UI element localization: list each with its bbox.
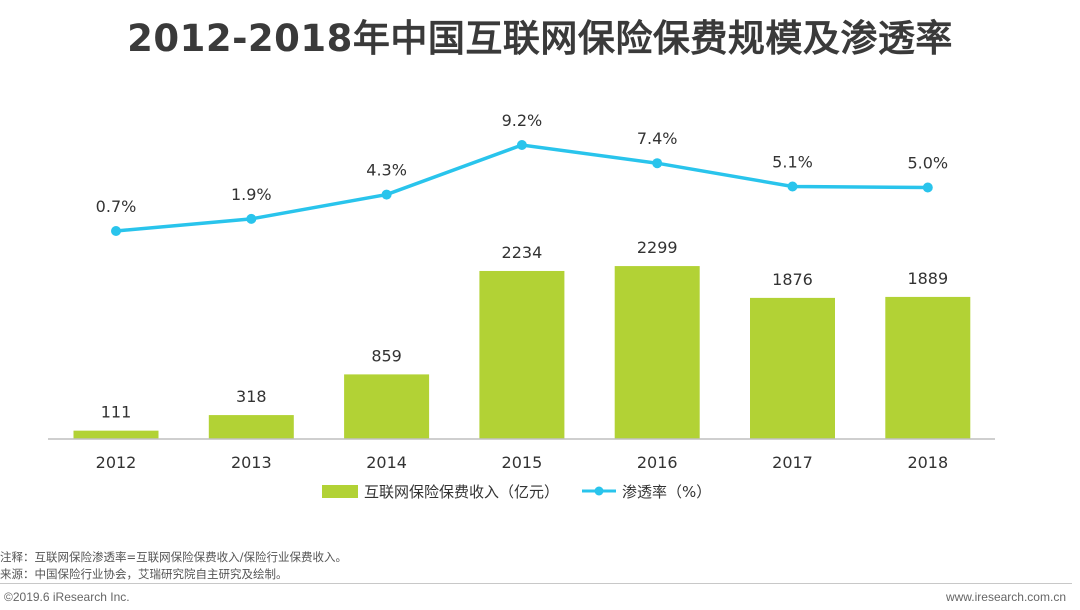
copyright-text: ©2019.6 iResearch Inc. [4, 590, 130, 604]
chart-note: 注释：互联网保险渗透率=互联网保险保费收入/保险行业保费收入。 [0, 550, 348, 564]
rate-value-label-2015: 9.2% [502, 111, 543, 130]
bar-value-label-2016: 2299 [637, 238, 678, 257]
bar-value-labels: 111 318 859 2234 2299 1876 1889 [101, 238, 948, 422]
rate-point-2018 [922, 182, 933, 193]
rate-value-label-2017: 5.1% [772, 152, 813, 171]
rate-point-2012 [111, 226, 121, 236]
x-tick-2013: 2013 [231, 453, 272, 472]
bar-value-label-2014: 859 [371, 346, 402, 365]
combo-chart: 2012 2013 2014 2015 2016 2017 2018 111 318 859 22… [48, 111, 995, 501]
bar-value-label-2015: 2234 [502, 243, 543, 262]
x-tick-2016: 2016 [637, 453, 678, 472]
rate-value-label-2014: 4.3% [366, 161, 407, 180]
rate-points [111, 140, 933, 236]
bar-2016 [614, 266, 700, 439]
rate-value-label-2013: 1.9% [231, 185, 272, 204]
x-tick-2015: 2015 [502, 453, 543, 472]
bar-2014 [344, 374, 430, 439]
bar-2017 [750, 297, 835, 439]
chart-source: 来源：中国保险行业协会，艾瑞研究院自主研究及绘制。 [0, 567, 288, 581]
rate-point-2016 [652, 158, 663, 169]
legend-bar-swatch [322, 485, 358, 498]
bar-2012 [73, 430, 159, 439]
bar-2018 [885, 296, 971, 439]
x-tick-2014: 2014 [366, 453, 407, 472]
x-tick-2018: 2018 [907, 453, 948, 472]
rate-value-label-2018: 5.0% [907, 153, 948, 172]
legend-line-label: 渗透率（%） [622, 483, 711, 501]
rate-point-2017 [787, 181, 798, 192]
rate-point-2014 [381, 189, 392, 200]
bar-value-label-2017: 1876 [772, 270, 813, 289]
bar-value-label-2012: 111 [101, 403, 132, 422]
x-tick-2017: 2017 [772, 453, 813, 472]
chart-title: 2012-2018年中国互联网保险保费规模及渗透率 [127, 17, 953, 60]
website-link[interactable]: www.iresearch.com.cn [945, 590, 1066, 604]
bar-series [73, 266, 971, 439]
rate-value-label-2016: 7.4% [637, 129, 678, 148]
rate-value-labels: 0.7% 1.9% 4.3% 9.2% 7.4% 5.1% 5.0% [96, 111, 948, 216]
legend-bar-label: 互联网保险保费收入（亿元） [364, 483, 559, 501]
bar-value-label-2013: 318 [236, 387, 267, 406]
rate-value-label-2012: 0.7% [96, 197, 137, 216]
bar-2015 [479, 270, 565, 439]
bar-2013 [208, 415, 294, 439]
footer-divider [0, 583, 1072, 584]
rate-point-2015 [516, 140, 527, 150]
rate-point-2013 [246, 213, 257, 224]
x-axis-ticks: 2012 2013 2014 2015 2016 2017 2018 [96, 453, 949, 472]
legend: 互联网保险保费收入（亿元） 渗透率（%） [322, 483, 711, 501]
x-tick-2012: 2012 [96, 453, 137, 472]
legend-line-marker [594, 486, 604, 496]
bar-value-label-2018: 1889 [907, 269, 948, 288]
